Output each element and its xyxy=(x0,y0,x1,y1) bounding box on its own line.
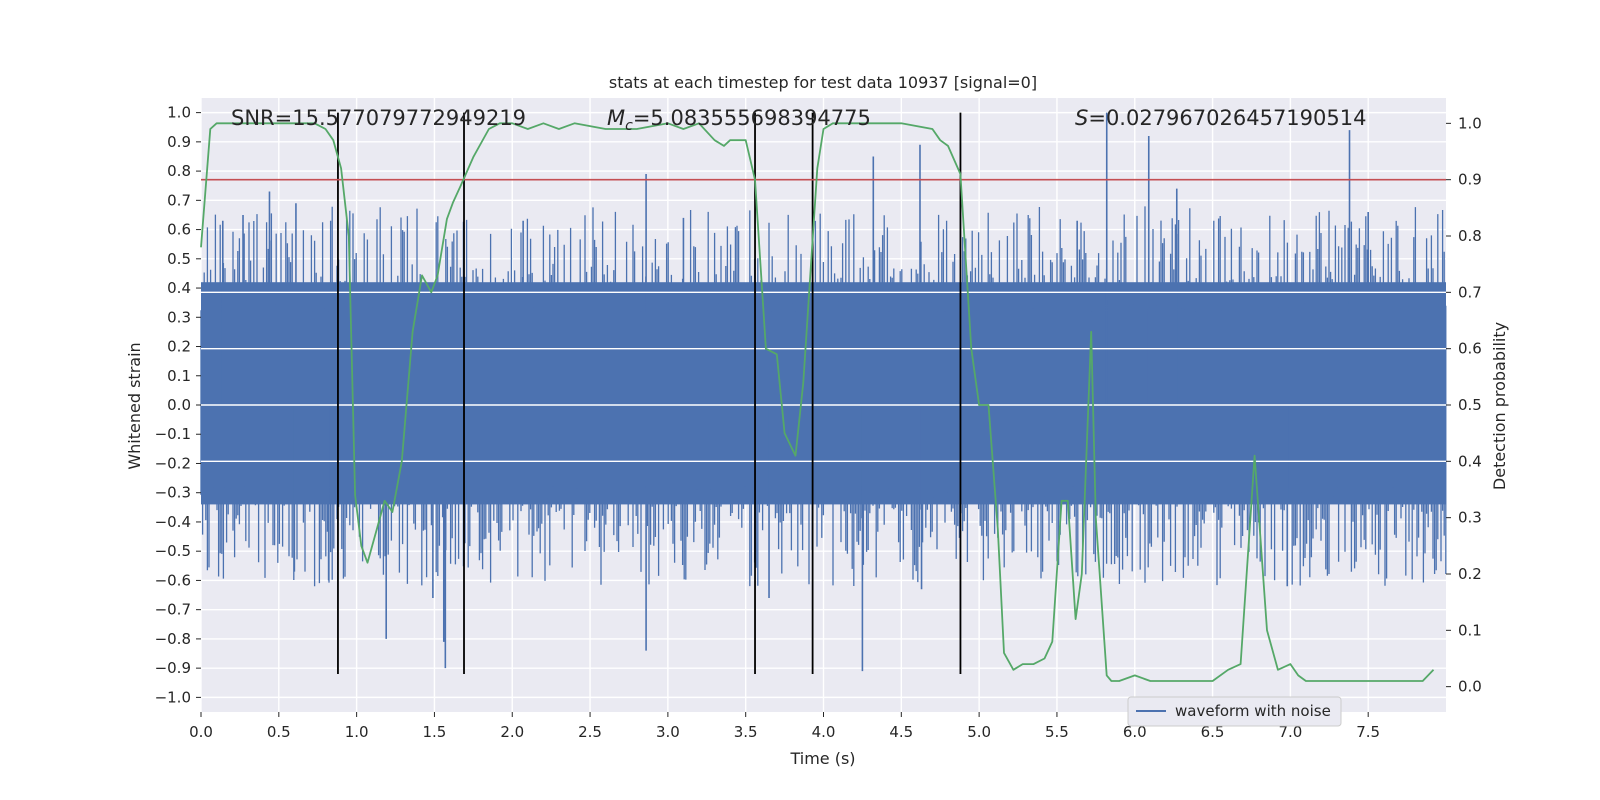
x-tick-label: 4.5 xyxy=(889,723,913,741)
x-tick-label: 0.5 xyxy=(267,723,291,741)
chirp-mass-value: =5.083555698394775 xyxy=(633,106,871,130)
y2-tick-label: 0.5 xyxy=(1458,396,1482,414)
y2-axis-label: Detection probability xyxy=(1490,322,1509,490)
y2-tick-label: 0.4 xyxy=(1458,452,1482,470)
y-tick-label: 0.5 xyxy=(167,250,191,268)
y-tick-label: 0.8 xyxy=(167,162,191,180)
y2-tick-label: 0.1 xyxy=(1458,621,1482,639)
legend-label: waveform with noise xyxy=(1175,702,1331,720)
y-tick-label: 0.3 xyxy=(167,308,191,326)
x-tick-label: 2.0 xyxy=(500,723,524,741)
y2-tick-label: 0.2 xyxy=(1458,565,1482,583)
snr-annotation: SNR=15.577079772949219 xyxy=(231,106,526,130)
x-tick-label: 3.5 xyxy=(734,723,758,741)
y-tick-label: 0.2 xyxy=(167,338,191,356)
legend: waveform with noise xyxy=(1127,696,1342,727)
s-symbol: S xyxy=(1075,106,1088,130)
gridlines-overlay xyxy=(201,291,1446,463)
s-value: =0.027967026457190514 xyxy=(1088,106,1366,130)
y-tick-label: 0.0 xyxy=(167,396,191,414)
y-tick-label: −0.6 xyxy=(155,571,191,589)
x-tick-label: 2.5 xyxy=(578,723,602,741)
y-tick-label: −0.9 xyxy=(155,659,191,677)
x-tick-label: 3.0 xyxy=(656,723,680,741)
y-axis-label: Whitened strain xyxy=(125,342,144,469)
y-tick-label: 0.4 xyxy=(167,279,191,297)
y-tick-label: 1.0 xyxy=(167,104,191,122)
x-axis-ticks: 0.0 0.5 1.0 1.5 2.0 2.5 3.0 3.5 4.0 4.5 5.0 5.5 6.0 6… xyxy=(189,712,1380,741)
chirp-mass-symbol: M xyxy=(607,106,625,130)
y-tick-label: −0.8 xyxy=(155,630,191,648)
y-tick-label: 0.1 xyxy=(167,367,191,385)
x-tick-label: 6.5 xyxy=(1201,723,1225,741)
legend-box xyxy=(1127,696,1342,727)
chart-title: stats at each timestep for test data 109… xyxy=(609,73,1037,92)
y2-tick-label: 0.3 xyxy=(1458,509,1482,527)
chirp-mass-subscript: c xyxy=(625,118,633,134)
y2-tick-label: 0.9 xyxy=(1458,171,1482,189)
y-tick-label: 0.7 xyxy=(167,191,191,209)
y-tick-label: −0.4 xyxy=(155,513,191,531)
y-tick-label: −0.5 xyxy=(155,542,191,560)
y2-tick-label: 1.0 xyxy=(1458,114,1482,132)
s-annotation: S=0.027967026457190514 xyxy=(1075,106,1366,130)
x-tick-label: 5.5 xyxy=(1045,723,1069,741)
y-tick-label: 0.6 xyxy=(167,221,191,239)
x-tick-label: 6.0 xyxy=(1123,723,1147,741)
event-markers xyxy=(337,112,962,674)
x-axis-label: Time (s) xyxy=(789,749,855,768)
x-tick-label: 7.5 xyxy=(1356,723,1380,741)
y2-tick-label: 0.8 xyxy=(1458,227,1482,245)
chirp-mass-annotation: Mc=5.083555698394775 xyxy=(607,106,871,134)
x-tick-label: 5.0 xyxy=(967,723,991,741)
probability-line xyxy=(200,122,1435,682)
y2-tick-label: 0.0 xyxy=(1458,678,1482,696)
y2-axis-ticks: 1.0 0.9 0.8 0.7 0.6 0.5 0.4 0.3 0.2 0.1 0.0 xyxy=(1446,114,1482,696)
y-tick-label: −0.3 xyxy=(155,484,191,502)
y-tick-label: −0.2 xyxy=(155,454,191,472)
x-tick-label: 7.0 xyxy=(1278,723,1302,741)
probability-series xyxy=(200,122,1435,682)
y2-tick-label: 0.7 xyxy=(1458,283,1482,301)
x-tick-label: 1.0 xyxy=(345,723,369,741)
x-tick-label: 0.0 xyxy=(189,723,213,741)
y-tick-label: −0.7 xyxy=(155,601,191,619)
y2-tick-label: 0.6 xyxy=(1458,340,1482,358)
x-tick-label: 1.5 xyxy=(423,723,447,741)
x-tick-label: 4.0 xyxy=(812,723,836,741)
y-tick-label: −0.1 xyxy=(155,425,191,443)
y-tick-label: −1.0 xyxy=(155,688,191,706)
y-tick-label: 0.9 xyxy=(167,133,191,151)
y-axis-ticks: 1.0 0.9 0.8 0.7 0.6 0.5 0.4 0.3 0.2 0.1 0.0 −0.1 −0.… xyxy=(155,104,201,706)
waveform-series xyxy=(200,112,1447,672)
